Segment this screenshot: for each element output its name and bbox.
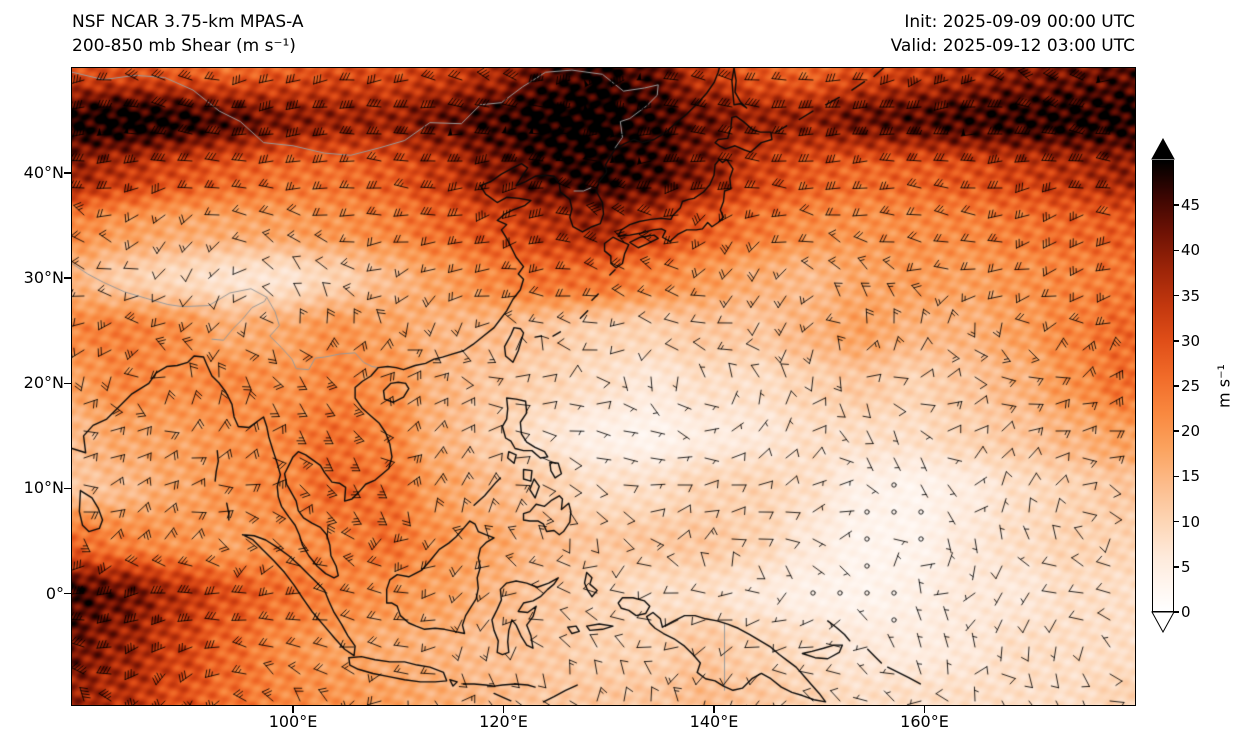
colorbar-arrow-bottom-icon xyxy=(1151,611,1175,633)
title-block: NSF NCAR 3.75-km MPAS-A 200-850 mb Shear… xyxy=(72,10,304,58)
colorbar-tick-label: 20 xyxy=(1181,422,1201,441)
x-tick-mark xyxy=(713,706,715,713)
x-tick-mark xyxy=(292,706,294,713)
colorbar-tick-mark xyxy=(1174,340,1179,342)
colorbar-tick-label: 10 xyxy=(1181,512,1201,531)
colorbar-tick-mark xyxy=(1174,566,1179,568)
y-tick-mark xyxy=(64,172,71,174)
y-tick-label: 10°N xyxy=(23,478,64,498)
colorbar-tick-mark xyxy=(1174,249,1179,252)
field-title: 200-850 mb Shear (m s⁻¹) xyxy=(72,36,296,56)
colorbar-tick-label: 0 xyxy=(1181,603,1191,621)
colorbar-tick-mark xyxy=(1174,204,1179,206)
x-tick-label: 100°E xyxy=(268,712,318,731)
y-tick-mark xyxy=(64,592,71,595)
colorbar-gradient xyxy=(1152,160,1174,612)
y-tick-label: 30°N xyxy=(23,268,64,288)
colorbar-tick-mark xyxy=(1174,294,1179,297)
timestamp-block: Init: 2025-09-09 00:00 UTC Valid: 2025-0… xyxy=(891,10,1135,58)
y-tick-mark xyxy=(64,382,71,385)
colorbar-tick-label: 45 xyxy=(1181,196,1201,215)
colorbar-tick-label: 15 xyxy=(1181,467,1201,486)
x-tick-mark xyxy=(502,706,505,713)
init-time: Init: 2025-09-09 00:00 UTC xyxy=(904,12,1135,32)
x-tick-label: 120°E xyxy=(479,712,528,731)
colorbar-tick-label: 30 xyxy=(1181,331,1201,350)
colorbar-tick-mark xyxy=(1174,430,1179,432)
colorbar-arrow-top-icon xyxy=(1151,138,1175,160)
y-tick-label: 0° xyxy=(45,583,64,603)
colorbar-tick-label: 35 xyxy=(1181,286,1201,305)
shear-map-canvas xyxy=(72,68,1135,705)
colorbar-tick-label: 40 xyxy=(1181,241,1201,260)
colorbar-tick-mark xyxy=(1174,385,1179,387)
colorbar-unit-label: m s⁻¹ xyxy=(1214,364,1234,408)
colorbar-tick-label: 5 xyxy=(1181,557,1191,576)
colorbar-tick-label: 25 xyxy=(1181,377,1201,395)
x-tick-label: 160°E xyxy=(900,712,949,731)
x-tick-label: 140°E xyxy=(689,712,739,731)
colorbar-tick-mark xyxy=(1174,520,1179,523)
map-frame xyxy=(71,67,1136,706)
y-tick-label: 40°N xyxy=(23,163,64,183)
y-tick-mark xyxy=(64,487,71,490)
y-tick-label: 20°N xyxy=(23,373,64,393)
valid-time: Valid: 2025-09-12 03:00 UTC xyxy=(890,36,1135,56)
colorbar-tick-mark xyxy=(1174,611,1179,613)
x-tick-mark xyxy=(923,706,926,713)
y-tick-mark xyxy=(64,277,71,279)
colorbar-tick-mark xyxy=(1174,475,1179,478)
model-title: NSF NCAR 3.75-km MPAS-A xyxy=(72,12,304,32)
